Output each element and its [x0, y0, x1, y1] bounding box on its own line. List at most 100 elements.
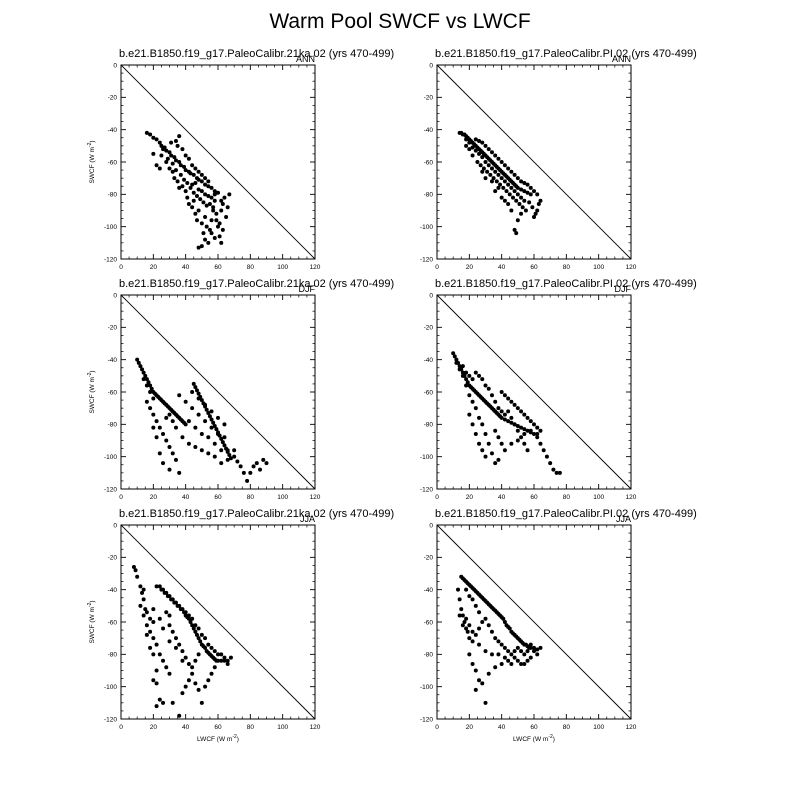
data-point — [219, 208, 224, 213]
data-point — [196, 636, 201, 641]
data-point — [473, 632, 478, 637]
data-point — [506, 202, 511, 207]
data-point — [225, 658, 230, 663]
data-point — [470, 377, 475, 382]
data-point — [209, 409, 214, 414]
data-point — [483, 160, 488, 164]
data-point — [206, 678, 211, 683]
data-point — [454, 357, 459, 362]
data-point — [519, 425, 524, 430]
data-point — [512, 172, 517, 177]
data-point — [140, 367, 145, 372]
data-point — [207, 414, 212, 419]
data-point — [502, 163, 507, 168]
data-point — [206, 435, 211, 440]
data-point — [177, 134, 182, 139]
data-point — [151, 425, 156, 430]
y-tick-label: -100 — [420, 224, 433, 231]
data-point — [467, 594, 472, 599]
data-point — [456, 587, 461, 592]
data-point — [460, 623, 465, 628]
data-point — [551, 467, 556, 472]
y-tick-label: -120 — [104, 716, 117, 723]
data-point — [496, 435, 501, 440]
data-point — [164, 415, 169, 420]
data-point — [467, 652, 472, 657]
data-point — [528, 428, 533, 433]
data-point — [154, 137, 159, 142]
data-point — [480, 620, 485, 624]
data-point — [483, 700, 488, 705]
data-point — [180, 691, 185, 696]
data-point — [467, 393, 472, 398]
data-point — [467, 412, 472, 417]
data-point — [151, 396, 156, 401]
data-point — [512, 655, 517, 660]
data-point — [512, 189, 517, 194]
data-point — [164, 438, 169, 443]
data-point — [196, 187, 201, 192]
data-point — [180, 607, 185, 612]
y-tick-label: -20 — [108, 555, 118, 562]
data-point — [506, 396, 511, 401]
data-point — [180, 649, 185, 654]
data-point — [557, 470, 562, 475]
data-point — [203, 237, 208, 242]
data-point — [196, 391, 201, 396]
data-point — [173, 457, 178, 462]
x-tick-label: 0 — [119, 264, 123, 271]
y-tick-label: -20 — [424, 95, 434, 102]
data-point — [148, 629, 153, 634]
data-point — [177, 185, 182, 190]
data-point — [154, 704, 159, 709]
data-point — [209, 231, 214, 236]
data-point — [161, 626, 166, 631]
data-point — [488, 172, 493, 177]
data-point — [452, 354, 457, 359]
data-point — [532, 649, 536, 654]
x-tick-label: 40 — [182, 264, 190, 271]
data-point — [219, 658, 224, 663]
data-point — [154, 642, 159, 647]
data-point — [196, 626, 201, 631]
data-point — [460, 364, 465, 369]
data-point — [169, 153, 174, 158]
data-point — [533, 211, 538, 216]
data-point — [212, 649, 217, 654]
data-point — [464, 143, 469, 148]
data-point — [499, 195, 504, 200]
x-tick-label: 80 — [563, 724, 571, 731]
data-point — [541, 448, 546, 453]
data-point — [470, 145, 475, 150]
data-point — [191, 626, 196, 631]
data-point — [509, 208, 514, 213]
x-tick-label: 40 — [498, 724, 506, 731]
y-tick-label: -40 — [108, 127, 118, 134]
data-point — [493, 399, 498, 404]
x-tick-label: 20 — [466, 264, 474, 271]
data-point — [470, 422, 475, 427]
data-point — [538, 198, 543, 203]
data-point — [191, 190, 196, 195]
data-point — [183, 189, 188, 194]
data-point — [515, 428, 520, 433]
data-point — [207, 202, 212, 207]
data-point — [203, 214, 208, 219]
x-axis-label: LWCF (W m-2) — [513, 734, 555, 743]
data-point — [227, 453, 232, 458]
data-point — [470, 639, 475, 644]
data-point — [465, 629, 470, 634]
data-point — [519, 187, 524, 192]
data-point — [496, 156, 501, 161]
data-point — [148, 616, 153, 621]
data-point — [522, 662, 527, 667]
data-point — [502, 417, 507, 422]
data-point — [209, 645, 214, 650]
data-point — [228, 456, 233, 461]
data-point — [477, 415, 482, 420]
data-point — [167, 444, 172, 449]
data-point — [154, 419, 159, 424]
data-point — [206, 179, 211, 184]
data-point — [203, 636, 208, 641]
y-tick-label: -120 — [104, 486, 117, 493]
